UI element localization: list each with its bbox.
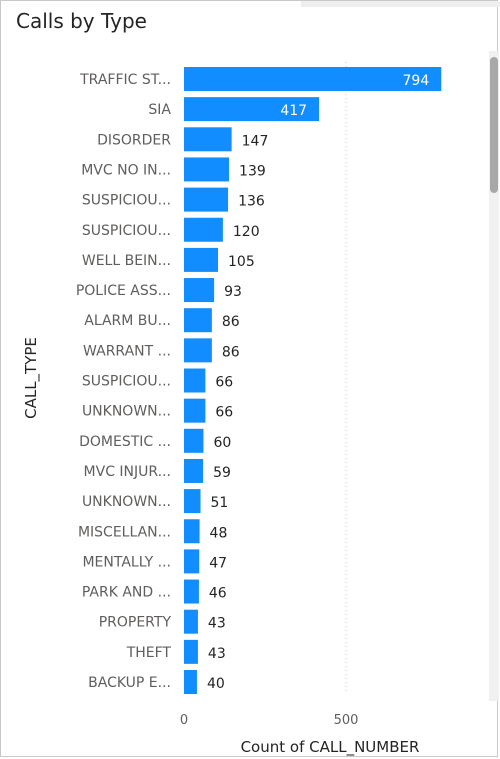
bar-3[interactable] <box>184 157 230 182</box>
bar-12[interactable] <box>184 428 204 453</box>
category-label: DOMESTIC ... <box>79 434 171 450</box>
data-label: 66 <box>215 405 233 421</box>
category-label: PARK AND ... <box>82 585 171 601</box>
bar-13[interactable] <box>184 458 204 483</box>
data-label: 66 <box>215 375 233 391</box>
category-label: MISCELLAN... <box>78 524 171 540</box>
data-label: 46 <box>209 586 227 602</box>
category-label: MVC NO IN... <box>81 162 171 178</box>
data-label: 48 <box>210 525 228 541</box>
bar-11[interactable] <box>184 398 206 423</box>
data-label: 136 <box>238 194 265 210</box>
bar-19[interactable] <box>184 639 198 664</box>
data-label: 43 <box>208 616 226 632</box>
bar-6[interactable] <box>184 247 219 272</box>
data-label: 86 <box>222 344 240 360</box>
bar-5[interactable] <box>184 217 223 242</box>
y-axis-title: CALL_TYPE <box>22 337 41 419</box>
category-label: UNKNOWN... <box>82 494 171 510</box>
category-label: SIA <box>148 102 171 118</box>
bar-14[interactable] <box>184 489 201 514</box>
category-label: DISORDER <box>97 132 171 148</box>
data-label: 40 <box>207 676 225 692</box>
category-label: PROPERTY <box>99 615 172 631</box>
data-label: 139 <box>239 163 266 179</box>
bar-9[interactable] <box>184 338 212 363</box>
bar-18[interactable] <box>184 609 198 634</box>
data-label: 86 <box>222 314 240 330</box>
bar-8[interactable] <box>184 308 212 333</box>
category-label: MENTALLY ... <box>82 554 171 570</box>
data-label: 60 <box>213 435 231 451</box>
data-label: 417 <box>280 103 307 119</box>
scrollbar-thumb[interactable] <box>490 57 498 193</box>
data-label: 47 <box>209 555 227 571</box>
category-label: MVC INJUR... <box>84 464 171 480</box>
bar-17[interactable] <box>184 579 199 604</box>
category-label: SUSPICIOU... <box>82 223 171 239</box>
bar-0[interactable] <box>184 67 442 91</box>
data-label: 147 <box>242 133 269 149</box>
category-label: UNKNOWN... <box>82 404 171 420</box>
category-label: ALARM BU... <box>84 313 171 329</box>
category-label: TRAFFIC ST... <box>79 72 171 88</box>
data-label: 51 <box>211 495 229 511</box>
x-tick-label: 0 <box>180 713 188 728</box>
bar-7[interactable] <box>184 278 215 303</box>
category-label: BACKUP E... <box>88 675 171 691</box>
data-label: 59 <box>213 465 231 481</box>
data-label: 120 <box>233 224 260 240</box>
data-label: 93 <box>224 284 242 300</box>
x-tick-label: 500 <box>334 713 359 728</box>
category-label: SUSPICIOU... <box>82 374 171 390</box>
bar-10[interactable] <box>184 368 206 393</box>
bar-20[interactable] <box>184 670 197 694</box>
category-label: POLICE ASS... <box>76 283 171 299</box>
category-label: THEFT <box>126 645 172 661</box>
bar-16[interactable] <box>184 549 200 574</box>
bar-4[interactable] <box>184 187 229 212</box>
category-label: SUSPICIOU... <box>82 193 171 209</box>
data-label: 794 <box>403 73 430 89</box>
bar-2[interactable] <box>184 127 232 152</box>
bar-1[interactable] <box>184 97 320 122</box>
category-label: WELL BEIN... <box>82 253 171 269</box>
chart-title: Calls by Type <box>16 9 147 33</box>
data-label: 105 <box>228 254 255 270</box>
x-axis-title: Count of CALL_NUMBER <box>241 738 420 757</box>
visual-header-strip <box>301 1 500 7</box>
data-label: 43 <box>208 646 226 662</box>
bar-15[interactable] <box>184 519 200 544</box>
vertical-scrollbar[interactable] <box>489 51 499 701</box>
category-label: WARRANT ... <box>83 343 171 359</box>
